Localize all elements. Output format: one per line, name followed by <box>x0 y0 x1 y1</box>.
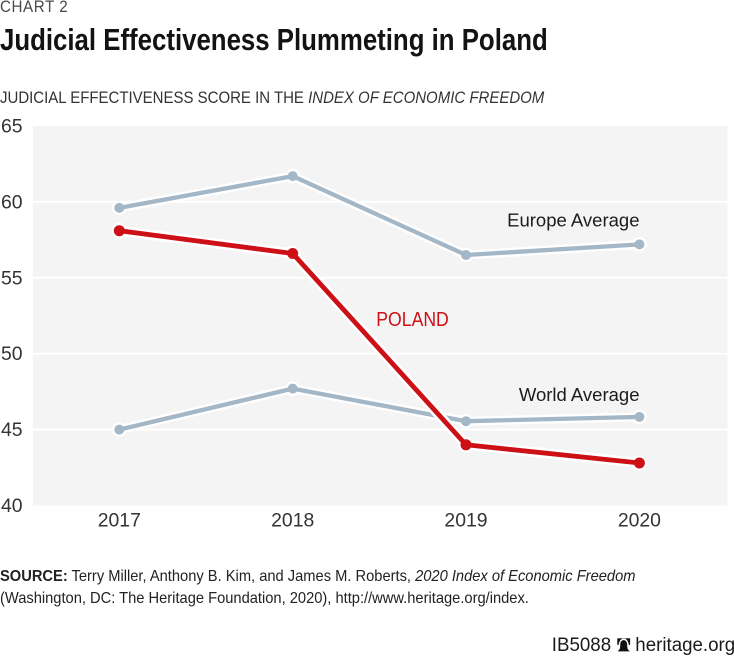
svg-text:2017: 2017 <box>98 510 141 532</box>
svg-text:55: 55 <box>1 267 23 289</box>
svg-text:POLAND: POLAND <box>376 309 449 331</box>
svg-text:45: 45 <box>1 419 23 441</box>
svg-text:2020: 2020 <box>618 510 661 532</box>
svg-text:40: 40 <box>1 495 23 517</box>
svg-text:65: 65 <box>1 116 23 138</box>
svg-text:2018: 2018 <box>271 510 314 532</box>
svg-text:2019: 2019 <box>444 510 487 532</box>
svg-text:50: 50 <box>1 343 23 365</box>
svg-text:60: 60 <box>1 191 23 213</box>
svg-text:Europe Average: Europe Average <box>507 210 639 231</box>
svg-text:World Average: World Average <box>519 384 640 405</box>
